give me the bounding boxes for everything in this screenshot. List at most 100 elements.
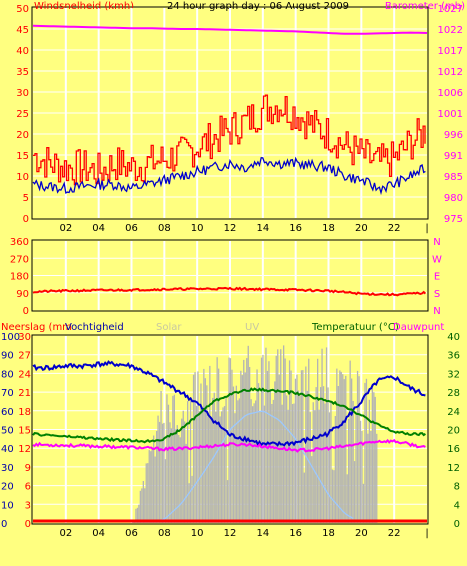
x-tick-label: 12 bbox=[224, 223, 237, 234]
series-solar-bar bbox=[343, 379, 345, 523]
series-solar-bar bbox=[305, 366, 307, 523]
series-solar-bar bbox=[346, 474, 348, 523]
x-tick-label: 10 bbox=[191, 528, 204, 539]
y-tick-label-compass: S bbox=[434, 289, 440, 300]
y-tick-label-humidity: 90 bbox=[1, 351, 14, 362]
series-solar-bar bbox=[160, 391, 162, 523]
y-tick-label-humidity: 40 bbox=[1, 444, 14, 455]
y-tick-label-wind: 20 bbox=[16, 130, 29, 141]
series-solar-bar bbox=[263, 405, 266, 523]
series-solar-bar bbox=[142, 481, 144, 523]
series-solar-bar bbox=[315, 387, 317, 523]
x-tick-label: 02 bbox=[59, 223, 72, 234]
y-tick-label-wind: 15 bbox=[16, 151, 29, 162]
left-axis-label-solar: Solar bbox=[156, 322, 182, 333]
y-tick-label-baro: 996 bbox=[444, 130, 463, 141]
series-windrichting bbox=[32, 286, 427, 297]
series-solar-bar bbox=[320, 387, 322, 523]
y-tick-label-compass: N bbox=[433, 237, 440, 248]
series-solar-bar bbox=[241, 375, 243, 523]
x-tick-label: 14 bbox=[256, 223, 269, 234]
series-solar-bar bbox=[250, 399, 252, 523]
series-solar-bar bbox=[228, 357, 230, 523]
series-solar-bar bbox=[161, 423, 164, 523]
chart-title: 24 hour graph day : 06 August 2009 bbox=[167, 1, 349, 12]
series-solar-bar bbox=[337, 386, 339, 523]
series-solar-bar bbox=[311, 456, 313, 523]
series-solar-bar bbox=[139, 490, 141, 523]
series-solar-bar bbox=[238, 398, 240, 523]
y-tick-label-wind: 10 bbox=[16, 172, 29, 183]
series-solar-bar bbox=[318, 409, 320, 523]
series-solar-bar bbox=[257, 383, 260, 523]
series-solar-bar bbox=[206, 385, 208, 523]
series-solar-bar bbox=[355, 413, 357, 523]
y-tick-label-rain: 30 bbox=[18, 332, 31, 343]
series-solar-bar bbox=[299, 395, 301, 523]
y-tick-label-wind: 0 bbox=[23, 214, 29, 225]
y-tick-label-rain: 24 bbox=[18, 369, 31, 380]
series-solar-bar bbox=[374, 396, 376, 523]
y-tick-label-humidity: 30 bbox=[1, 463, 14, 474]
series-solar-bar bbox=[351, 378, 353, 523]
series-solar-bar bbox=[349, 360, 351, 523]
y-tick-label-humidity: 70 bbox=[1, 388, 14, 399]
x-tick-label: 18 bbox=[322, 223, 335, 234]
y-tick-label-compass: E bbox=[434, 272, 440, 283]
y-tick-label-temp: 8 bbox=[454, 482, 460, 493]
y-tick-label-baro: 991 bbox=[444, 151, 463, 162]
series-solar-bar bbox=[331, 469, 334, 523]
series-solar-bar bbox=[253, 403, 255, 523]
y-tick-label-direction: 180 bbox=[10, 272, 29, 283]
y-tick-label-baro: 985 bbox=[444, 172, 463, 183]
series-solar-bar bbox=[280, 349, 282, 523]
series-solar-bar bbox=[297, 390, 300, 523]
series-solar-bar bbox=[225, 396, 227, 523]
series-solar-bar bbox=[144, 488, 146, 523]
series-solar-bar bbox=[237, 400, 239, 523]
x-tick-label: 08 bbox=[158, 528, 171, 539]
x-tick-label: 04 bbox=[92, 223, 105, 234]
series-solar-bar bbox=[135, 508, 137, 523]
y-tick-label-rain: 12 bbox=[18, 444, 31, 455]
series-solar-bar bbox=[158, 421, 161, 523]
series-solar-bar bbox=[187, 401, 189, 523]
series-solar-bar bbox=[232, 386, 235, 523]
y-tick-label-temp: 28 bbox=[447, 388, 460, 399]
series-solar-bar bbox=[201, 407, 204, 523]
series-solar-bar bbox=[175, 429, 177, 523]
series-solar-bar bbox=[275, 355, 277, 523]
series-solar-bar bbox=[303, 472, 305, 523]
series-solar-bar bbox=[352, 401, 354, 523]
x-tick-label: 06 bbox=[125, 223, 138, 234]
x-tick-label: 04 bbox=[92, 528, 105, 539]
series-solar-bar bbox=[189, 400, 192, 523]
series-solar-bar bbox=[182, 410, 184, 523]
series-solar-bar bbox=[231, 369, 233, 523]
series-solar-bar bbox=[309, 412, 311, 523]
series-solar-bar bbox=[210, 416, 212, 523]
y-tick-label-temp: 40 bbox=[447, 332, 460, 343]
series-solar-bar bbox=[192, 374, 195, 523]
y-tick-label-baro: 1027 bbox=[438, 4, 463, 15]
series-solar-bar bbox=[293, 403, 295, 523]
series-solar-bar bbox=[176, 425, 178, 523]
series-solar-bar bbox=[209, 365, 211, 523]
series-solar-bar bbox=[181, 418, 183, 523]
series-solar-bar bbox=[153, 435, 155, 523]
y-tick-label-humidity: 80 bbox=[1, 369, 14, 380]
y-tick-label-rain: 21 bbox=[18, 388, 31, 399]
series-solar-bar bbox=[269, 389, 271, 523]
series-solar-bar bbox=[150, 451, 152, 523]
series-gemiddelde bbox=[32, 156, 426, 196]
y-tick-label-humidity: 20 bbox=[1, 482, 14, 493]
series-solar-bar bbox=[255, 400, 257, 523]
series-solar-bar bbox=[370, 431, 372, 523]
y-tick-label-direction: 270 bbox=[10, 254, 29, 265]
series-solar-bar bbox=[353, 461, 356, 523]
series-solar-bar bbox=[314, 410, 316, 523]
series-solar-bar bbox=[222, 407, 224, 523]
series-solar-bar bbox=[358, 376, 360, 523]
series-solar-bar bbox=[136, 507, 139, 523]
